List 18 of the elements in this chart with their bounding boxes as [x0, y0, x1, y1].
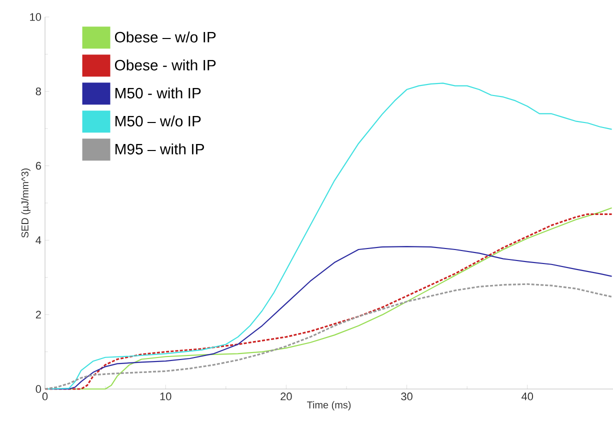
x-tick-label: 30: [401, 392, 412, 400]
x-tick-label: 0: [42, 392, 48, 400]
legend-label: M50 - with IP: [115, 87, 201, 98]
x-tick-label: 40: [522, 392, 534, 400]
x-axis-title: Time (ms): [306, 401, 351, 410]
x-tick-label: 20: [280, 392, 292, 400]
legend-label: Obese – w/o IP: [114, 31, 216, 42]
y-tick-label: 10: [30, 13, 42, 21]
legend-label: M50 – w/o IP: [115, 115, 201, 126]
y-tick-label: 4: [36, 236, 42, 244]
legend-label: Obese - with IP: [114, 59, 216, 70]
y-tick-label: 2: [36, 310, 41, 318]
legend-label: M95 – with IP: [115, 143, 204, 154]
y-tick-label: 0: [36, 385, 42, 393]
y-tick-label: 8: [36, 88, 41, 96]
x-tick-label: 10: [160, 392, 172, 400]
y-axis-title: SED (µJ/mm^3): [21, 168, 30, 238]
y-tick-label: 6: [36, 162, 41, 170]
